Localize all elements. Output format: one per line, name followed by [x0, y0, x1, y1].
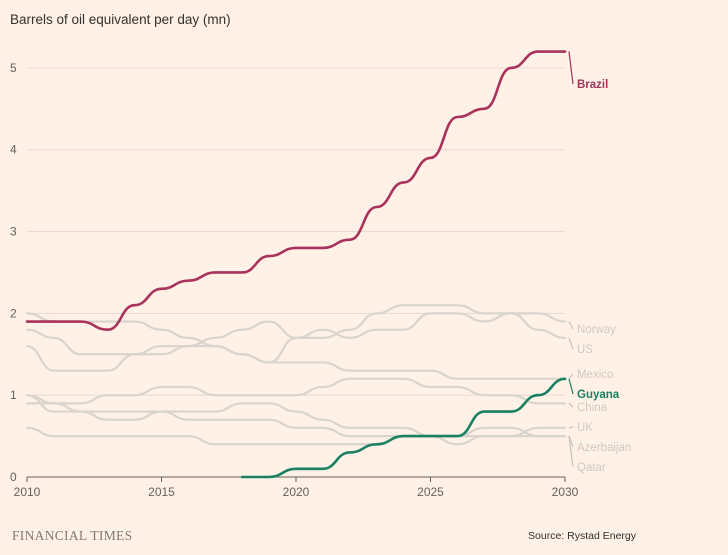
chart-subtitle: Barrels of oil equivalent per day (mn) [10, 12, 231, 27]
x-tick-label: 2030 [552, 485, 579, 499]
background-series [25, 304, 567, 446]
series-label-guyana: Guyana [577, 389, 620, 401]
label-leader-uk [568, 426, 574, 429]
label-leader-norway [568, 321, 574, 330]
gridlines [27, 67, 565, 396]
series-label-uk: UK [577, 422, 593, 434]
series-line-uk [25, 394, 567, 446]
series-line-brazil [25, 50, 567, 332]
label-leader-mexico [568, 373, 574, 380]
series-line-china [25, 377, 567, 405]
series-line-azerbaijan [25, 394, 567, 438]
ft-logo-text: FINANCIAL TIMES [12, 528, 133, 543]
series-label-brazil: Brazil [577, 79, 608, 91]
series-labels: Brazil Guyana Norway US Mexico China UK Azerbai… [568, 51, 631, 474]
series-label-mexico: Mexico [577, 369, 613, 381]
y-tick-label: 5 [10, 61, 17, 75]
label-leader-china [568, 402, 574, 408]
x-tick-label: 2025 [417, 485, 444, 499]
series-label-norway: Norway [577, 324, 616, 336]
source-note: Source: Rystad Energy [528, 530, 636, 542]
y-tick-label: 3 [10, 225, 17, 239]
x-tick-label: 2010 [14, 485, 41, 499]
y-axis-ticks: 0 1 2 3 4 5 [10, 61, 17, 484]
series-label-china: China [577, 402, 608, 414]
series-label-us: US [577, 344, 593, 356]
x-tick-label: 2015 [148, 485, 175, 499]
label-leader-qatar [568, 436, 574, 468]
series-label-azerbaijan: Azerbaijan [577, 442, 631, 454]
series-label-qatar: Qatar [577, 462, 606, 474]
label-leader-us [568, 337, 574, 350]
y-tick-label: 2 [10, 306, 17, 320]
x-tick-label: 2020 [283, 485, 310, 499]
highlighted-series [25, 50, 567, 479]
x-axis: 2010 2015 2020 2025 2030 [14, 476, 579, 499]
y-tick-label: 0 [10, 470, 17, 484]
y-tick-label: 4 [10, 143, 17, 157]
label-leader-guyana [568, 378, 574, 395]
label-leader-brazil [568, 51, 574, 85]
series-line-us [25, 312, 567, 356]
series-line-mexico [25, 344, 567, 380]
y-tick-label: 1 [10, 388, 17, 402]
series-line-guyana [240, 377, 567, 479]
series-line-qatar [25, 426, 567, 446]
